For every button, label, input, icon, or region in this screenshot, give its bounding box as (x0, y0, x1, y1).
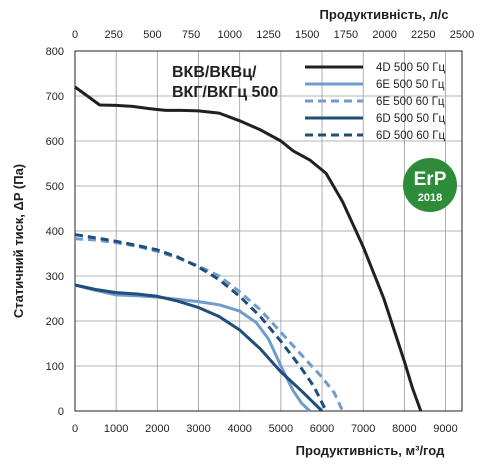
plot-frame (74, 50, 463, 412)
y-tick-label: 800 (46, 46, 64, 58)
y-tick-label: 400 (46, 226, 64, 238)
x2-tick-label: 750 (182, 29, 200, 41)
y-tick-label: 500 (46, 181, 64, 193)
series-line-1 (74, 283, 311, 413)
x2-tick-label: 1250 (256, 29, 280, 41)
x-tick-label: 9000 (433, 423, 457, 435)
x-tick-label: 4000 (227, 423, 251, 435)
legend-label-3: 6D 500 50 Гц (376, 113, 445, 125)
legend-label-2: 6E 500 60 Гц (376, 96, 445, 108)
legend: 4D 500 50 Гц 6E 500 50 Гц 6E 500 60 Гц 6D 5… (305, 62, 445, 142)
legend-label-0: 4D 500 50 Гц (376, 62, 445, 74)
y-axis-title: Статичний тиск, ΔP (Па) (11, 164, 26, 318)
x2-tick-label: 0 (72, 29, 78, 41)
series-line-0 (74, 85, 423, 412)
y-tick-label: 600 (46, 136, 64, 148)
x-tick-label: 1000 (104, 423, 128, 435)
x-tick-label: 8000 (392, 423, 416, 435)
x-tick-label: 3000 (186, 423, 210, 435)
chart-title-line-2: ВКГ/ВКГц 500 (172, 84, 278, 101)
erp-2018-badge: ErP 2018 (403, 158, 457, 212)
series-line-3 (74, 283, 324, 413)
chart-title-line-1: ВКВ/ВКВц/ (172, 64, 257, 81)
series-lines (74, 85, 423, 413)
y-tick-label: 200 (46, 316, 64, 328)
legend-label-1: 6E 500 50 Гц (376, 79, 445, 91)
x2-tick-label: 2250 (411, 29, 435, 41)
y-tick-label: 300 (46, 271, 64, 283)
x2-axis-title: Продуктивність, л/с (320, 7, 449, 22)
x2-tick-label: 500 (143, 29, 161, 41)
x2-tick-label: 2000 (372, 29, 396, 41)
x2-tick-label: 250 (105, 29, 123, 41)
y-tick-label: 100 (46, 361, 64, 373)
x-tick-label: 5000 (269, 423, 293, 435)
y-tick-label: 700 (46, 91, 64, 103)
x2-tick-label: 1000 (218, 29, 242, 41)
x-tick-label: 0 (72, 423, 78, 435)
x-tick-label: 2000 (145, 423, 169, 435)
badge-circle (403, 158, 457, 212)
badge-label: ErP (414, 169, 447, 190)
series-line-4 (74, 233, 328, 412)
legend-label-4: 6D 500 60 Гц (376, 130, 445, 142)
y-tick-label: 0 (58, 406, 64, 418)
x-tick-label: 6000 (310, 423, 334, 435)
x2-tick-label: 1750 (334, 29, 358, 41)
x2-tick-label: 1500 (295, 29, 319, 41)
x-axis-title: Продуктивність, м³/год (296, 443, 445, 458)
badge-year: 2018 (418, 192, 442, 204)
series-line-2 (74, 237, 344, 412)
x2-tick-label: 2500 (450, 29, 474, 41)
x-tick-label: 7000 (351, 423, 375, 435)
